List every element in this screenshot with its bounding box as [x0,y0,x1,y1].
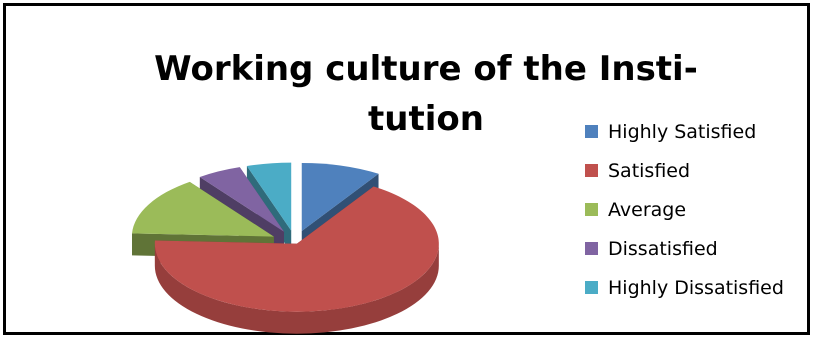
pie-slice-top-average [132,181,274,237]
chart-title: Working culture of the Insti- tution [126,44,726,144]
title-line-2: tution [368,99,484,139]
legend-label-dissatisfied: Dissatisfied [608,237,718,260]
legend-label-satisfied: Satisfied [608,159,691,182]
pie-slice-satisfied [154,186,439,334]
pie-slice-top-highly-dissatisfied [246,162,292,231]
legend-item-average: Average [585,190,784,229]
legend-swatch-highly-satisfied [585,125,598,138]
legend-swatch-satisfied [585,164,598,177]
legend: Highly Satisfied Satisfied Average Dissa… [585,112,784,307]
pie-slice-top-dissatisfied [199,167,285,232]
pie-slice-side-satisfied [154,243,439,334]
legend-label-average: Average [608,198,687,221]
legend-label-highly-satisfied: Highly Satisfied [608,120,757,143]
legend-swatch-highly-dissatisfied [585,281,598,294]
pie-slice-top-satisfied [154,186,439,312]
legend-item-highly-satisfied: Highly Satisfied [585,112,784,151]
legend-item-highly-dissatisfied: Highly Dissatisfied [585,268,784,307]
legend-item-satisfied: Satisfied [585,151,784,190]
legend-swatch-dissatisfied [585,242,598,255]
legend-swatch-average [585,203,598,216]
legend-label-highly-dissatisfied: Highly Dissatisfied [608,276,784,299]
legend-item-dissatisfied: Dissatisfied [585,229,784,268]
title-line-1: Working culture of the Insti- [154,49,698,89]
pie-slice-top-highly-satisfied [301,162,379,231]
